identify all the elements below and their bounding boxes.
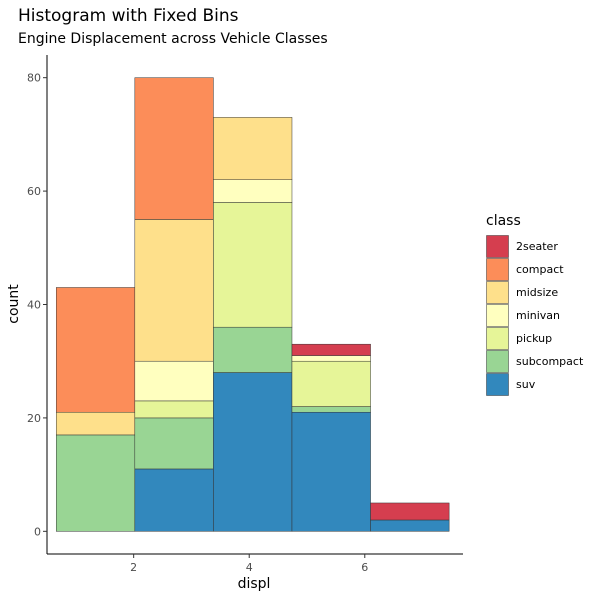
bar-subcompact-bin-1 <box>55 434 136 532</box>
bar-suv-bin-5 <box>370 519 450 532</box>
legend: class 2seater compact midsize minivan pickup… <box>486 213 584 396</box>
y-tick-label-60: 60 <box>27 185 41 198</box>
y-tick-label-80: 80 <box>27 72 41 85</box>
legend-swatch-2seater <box>486 235 509 258</box>
legend-label-subcompact: subcompact <box>516 355 584 368</box>
bar-minivan-bin-2 <box>134 360 214 402</box>
legend-label-compact: compact <box>516 263 564 276</box>
bar-compact-bin-2 <box>134 77 214 220</box>
legend-title: class <box>486 213 521 229</box>
legend-label-midsize: midsize <box>516 286 558 299</box>
bar-subcompact-bin-3 <box>213 326 293 373</box>
legend-label-2seater: 2seater <box>516 240 558 253</box>
legend-label-minivan: minivan <box>516 309 560 322</box>
bar-pickup-bin-4 <box>291 360 371 407</box>
bar-pickup-bin-2 <box>134 400 214 419</box>
bar-pickup-bin-3 <box>213 202 293 328</box>
bar-midsize-bin-1 <box>55 411 136 436</box>
y-axis-label: count <box>6 284 22 324</box>
legend-swatch-minivan <box>486 304 509 327</box>
bar-suv-bin-4 <box>291 411 371 532</box>
bars-layer <box>55 77 450 532</box>
x-axis-label: displ <box>238 576 271 592</box>
legend-swatch-pickup <box>486 327 509 350</box>
bar-subcompact-bin-2 <box>134 417 214 470</box>
x-tick-label-2: 2 <box>130 561 137 574</box>
legend-swatch-suv <box>486 373 509 396</box>
legend-label-suv: suv <box>516 378 536 391</box>
bar-2seater-bin-4 <box>291 343 371 356</box>
legend-swatch-compact <box>486 258 509 281</box>
bar-compact-bin-1 <box>55 287 136 413</box>
y-tick-label-0: 0 <box>34 525 41 538</box>
legend-label-pickup: pickup <box>516 332 552 345</box>
axes-layer: 0 20 40 60 80 2 4 6 <box>27 55 463 574</box>
bar-midsize-bin-2 <box>134 219 214 362</box>
chart-title: Histogram with Fixed Bins <box>18 6 239 26</box>
bar-midsize-bin-3 <box>213 117 293 180</box>
y-tick-label-40: 40 <box>27 299 41 312</box>
chart-subtitle: Engine Displacement across Vehicle Class… <box>18 31 328 47</box>
legend-swatch-midsize <box>486 281 509 304</box>
bar-minivan-bin-4 <box>291 355 371 362</box>
bar-minivan-bin-3 <box>213 179 293 203</box>
bar-suv-bin-2 <box>134 468 214 532</box>
y-tick-label-20: 20 <box>27 412 41 425</box>
bar-suv-bin-3 <box>213 372 293 532</box>
x-tick-label-6: 6 <box>361 561 368 574</box>
legend-swatch-subcompact <box>486 350 509 373</box>
bar-subcompact-bin-4 <box>291 406 371 413</box>
x-tick-label-4: 4 <box>246 561 253 574</box>
bar-2seater-bin-5 <box>370 502 450 521</box>
